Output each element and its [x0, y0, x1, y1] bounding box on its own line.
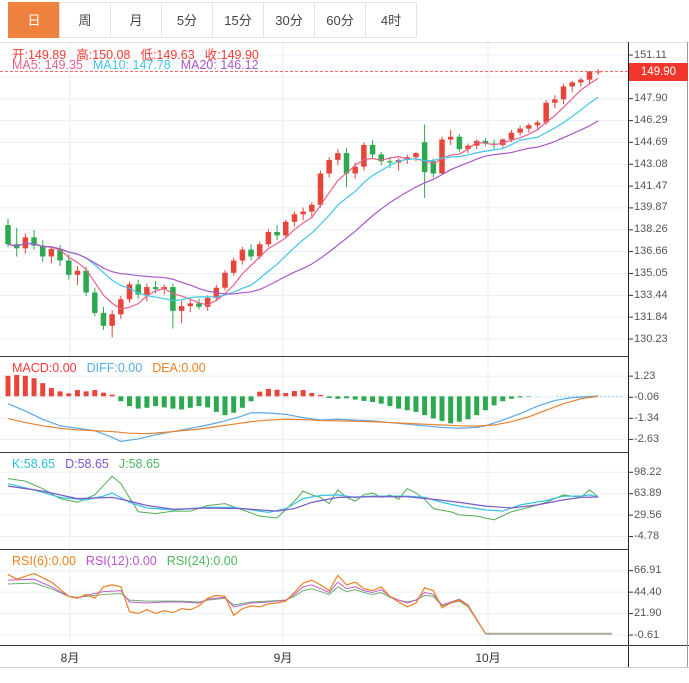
- tab-30分[interactable]: 30分: [263, 2, 315, 38]
- y-axis-tick: 139.87: [634, 201, 668, 214]
- y-axis-tick: -1.34: [634, 411, 660, 424]
- legend-item: MA10: 147.78: [92, 58, 171, 72]
- y-axis-tick: 138.26: [634, 223, 668, 236]
- tab-日[interactable]: 日: [8, 2, 60, 38]
- ohlc-readout: 开:149.89 高:150.08 低:149.63 收:149.90: [12, 44, 269, 63]
- y-axis-tick: 63.89: [634, 487, 662, 500]
- x-axis-label: 9月: [273, 651, 293, 665]
- legend-item: K:58.65: [12, 457, 56, 471]
- x-axis-label: 10月: [475, 651, 501, 665]
- tab-60分[interactable]: 60分: [314, 2, 366, 38]
- y-axis-tick: 133.44: [634, 288, 668, 301]
- legend-item: MA20: 146.12: [180, 58, 259, 72]
- y-axis-tick: 44.40: [634, 585, 662, 598]
- tab-15分[interactable]: 15分: [212, 2, 264, 38]
- rsi-readout: RSI(6):0.00 RSI(12):0.00 RSI(24):0.00: [12, 554, 248, 568]
- y-axis-tick: 21.90: [634, 607, 662, 620]
- y-axis-tick: 144.69: [634, 135, 668, 148]
- y-axis-tick: -2.63: [634, 432, 660, 445]
- legend-item: RSI(6):0.00: [12, 554, 76, 568]
- y-axis-tick: 98.22: [634, 465, 662, 478]
- y-axis-tick: 151.11: [634, 48, 667, 61]
- y-axis-tick: -4.78: [634, 530, 660, 543]
- y-axis-tick: 136.66: [634, 245, 668, 258]
- timeframe-tabbar: 日周月 5分 15分 30分 60分 4时: [8, 2, 417, 38]
- legend-item: RSI(12):0.00: [85, 554, 157, 568]
- current-price-badge: 149.90: [629, 63, 688, 81]
- ma-readout: MA5: 149.35 MA10: 147.78 MA20: 146.12: [12, 58, 269, 72]
- legend-item: D:58.65: [65, 457, 109, 471]
- y-axis-tick: 141.47: [634, 179, 668, 192]
- y-axis-tick: 146.29: [634, 114, 668, 127]
- y-axis-tick: 1.23: [634, 369, 656, 382]
- tab-5分[interactable]: 5分: [161, 2, 213, 38]
- legend-item: MACD:0.00: [12, 361, 77, 375]
- tab-月[interactable]: 月: [110, 2, 162, 38]
- legend-item: RSI(24):0.00: [166, 554, 238, 568]
- legend-item: 开:149.89: [12, 48, 67, 62]
- y-axis-tick: -0.06: [634, 390, 660, 403]
- y-axis-tick: 29.56: [634, 508, 662, 521]
- tab-4时[interactable]: 4时: [365, 2, 417, 38]
- y-axis-tick: 130.23: [634, 332, 668, 345]
- y-axis-tick: 147.90: [634, 92, 668, 105]
- x-axis-label: 8月: [60, 651, 80, 665]
- macd-readout: MACD:0.00 DIFF:0.00 DEA:0.00: [12, 361, 216, 375]
- legend-item: J:58.65: [118, 457, 160, 471]
- y-axis-tick: -0.61: [634, 628, 660, 641]
- legend-item: DIFF:0.00: [86, 361, 143, 375]
- y-axis-tick: 131.84: [634, 310, 668, 323]
- y-axis-tick: 66.91: [634, 564, 662, 577]
- legend-item: DEA:0.00: [152, 361, 206, 375]
- legend-item: 收:149.90: [204, 48, 259, 62]
- kdj-readout: K:58.65 D:58.65 J:58.65: [12, 457, 170, 471]
- legend-item: 高:150.08: [76, 48, 131, 62]
- legend-item: 低:149.63: [140, 48, 195, 62]
- tab-周[interactable]: 周: [59, 2, 111, 38]
- legend-item: MA5: 149.35: [12, 58, 83, 72]
- y-axis-tick: 143.08: [634, 157, 668, 170]
- y-axis-tick: 135.05: [634, 266, 668, 279]
